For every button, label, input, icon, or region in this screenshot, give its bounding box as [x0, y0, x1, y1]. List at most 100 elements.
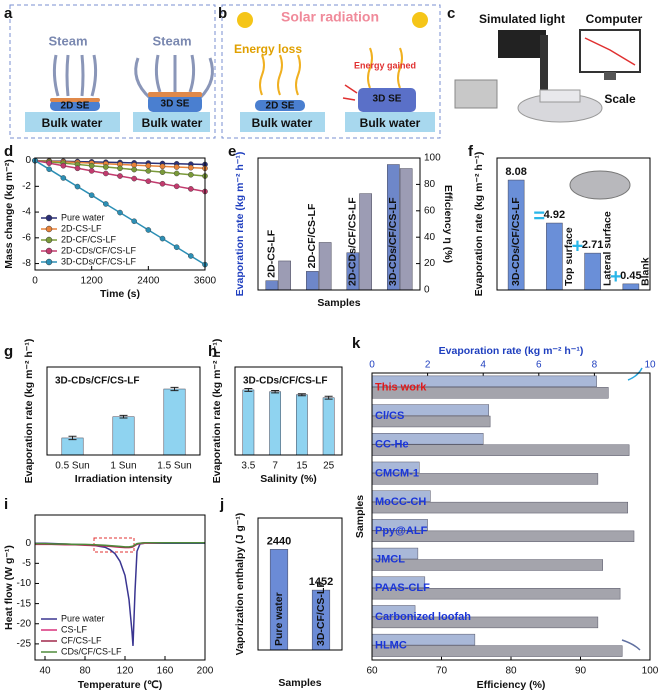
plot-frame — [234, 366, 343, 456]
panel-label: d — [4, 143, 13, 160]
plot-frame — [257, 157, 421, 291]
evaporator-top — [148, 92, 202, 97]
scale-pan — [539, 89, 581, 103]
y-tick-label: 60 — [424, 205, 436, 216]
monitor — [579, 29, 641, 73]
arrow — [344, 84, 358, 94]
annotation: 3D-CDs/CF/CS-LF — [55, 376, 139, 387]
x2-axis-label: Evaporation rate (kg m⁻² h⁻¹) — [439, 345, 584, 357]
y-tick-label: 40 — [424, 232, 436, 243]
plot-frame — [34, 514, 206, 661]
y-tick-label: -2 — [22, 181, 31, 192]
marker — [145, 178, 152, 184]
category-label: CMCM-1 — [375, 467, 419, 479]
bar — [265, 280, 279, 291]
error-bar — [244, 387, 253, 392]
x-axis-label: Efficiency (%) — [477, 679, 546, 691]
value-label: 1452 — [309, 576, 333, 588]
marker — [103, 164, 109, 170]
sample-photo — [569, 170, 631, 200]
plot-frame — [496, 157, 651, 291]
marker — [117, 173, 123, 179]
monitor-curve — [584, 37, 636, 66]
y-axis-label: Evaporation rate (kg m⁻² h⁻¹) — [23, 339, 35, 484]
x-axis-label: Irradiation intensity — [75, 473, 173, 485]
marker — [103, 170, 109, 177]
y-tick-label: -5 — [22, 558, 31, 569]
marker — [46, 166, 52, 172]
category-label: PAAS-CLF — [375, 582, 430, 594]
x-tick-label: 15 — [296, 461, 308, 472]
x-tick-label: 0 — [32, 276, 38, 287]
category-label: 2D-CDs/CF/CS-LF — [347, 197, 359, 286]
error-bar — [271, 390, 280, 394]
panel-label: b — [218, 5, 227, 22]
label: 3D SE — [373, 94, 402, 105]
bar — [546, 222, 563, 291]
arrow — [367, 47, 373, 89]
value-label: 4.92 — [544, 209, 565, 221]
legend-marker — [45, 247, 53, 255]
y-tick-label: 100 — [424, 153, 441, 164]
x-tick-label: 120 — [117, 666, 134, 677]
x-axis-label: Salinity (%) — [260, 473, 317, 485]
plot-frame — [371, 372, 651, 661]
error-bar — [297, 393, 306, 397]
y-tick-label: -20 — [17, 618, 32, 629]
marker — [159, 180, 166, 187]
y-axis-label: Samples — [354, 495, 366, 538]
category-label: 3D-CDs/CF/CS-LF — [387, 197, 399, 286]
y-axis-label: Vaporization enthalpy (J g⁻¹) — [234, 513, 246, 656]
category-label: JMCL — [375, 553, 405, 565]
x-axis-label: Samples — [278, 677, 321, 689]
bar — [296, 394, 308, 456]
bar — [399, 168, 413, 291]
x-tick-label: 1200 — [81, 276, 104, 287]
x-tick-label: 70 — [436, 666, 448, 677]
label: 2D SE — [61, 101, 90, 112]
category-label: This work — [375, 381, 427, 393]
bar — [584, 252, 601, 291]
bar — [163, 388, 186, 456]
operator: + — [572, 235, 584, 257]
x-tick-label: 4 — [480, 360, 486, 371]
marker — [188, 164, 194, 171]
panel-label: k — [352, 335, 361, 352]
bar — [242, 389, 255, 456]
legend-label: 3D-CDs/CF/CS-LF — [61, 256, 137, 266]
category-label: Pure water — [273, 592, 285, 646]
legend-marker — [45, 236, 53, 244]
x-tick-label: 40 — [39, 666, 51, 677]
arrow — [342, 97, 356, 101]
bar — [359, 193, 372, 291]
label: Energy loss — [234, 42, 302, 56]
evaporator — [50, 100, 100, 111]
label: Bulk water — [142, 116, 203, 130]
y-tick-label: -10 — [17, 578, 32, 589]
panel-label: i — [4, 496, 8, 513]
label: 3D SE — [161, 99, 190, 110]
y-tick-label: 20 — [424, 258, 436, 269]
marker — [131, 166, 137, 173]
marker — [60, 175, 67, 181]
value-label: 0.45 — [620, 270, 641, 282]
y-axis-label: Heat flow (W g⁻¹) — [3, 545, 15, 630]
x-tick-label: 10 — [644, 360, 656, 371]
error-bar — [170, 386, 179, 392]
lamp — [498, 30, 546, 58]
x-tick-label: 2 — [425, 360, 431, 371]
y-tick-label: -15 — [17, 598, 32, 609]
bar — [371, 444, 630, 456]
operator: = — [533, 205, 545, 227]
x-tick-label: 3.5 — [241, 461, 255, 472]
marker — [188, 171, 194, 178]
plot-frame — [46, 366, 201, 456]
arrow — [627, 367, 643, 381]
label: Solar radiation — [281, 9, 379, 25]
marker — [145, 162, 152, 169]
evaporator — [148, 95, 202, 112]
panel-label: c — [447, 5, 455, 22]
marker — [117, 209, 123, 216]
category-label: 2D-CS-LF — [266, 229, 278, 277]
category-label: Blank — [640, 257, 652, 286]
